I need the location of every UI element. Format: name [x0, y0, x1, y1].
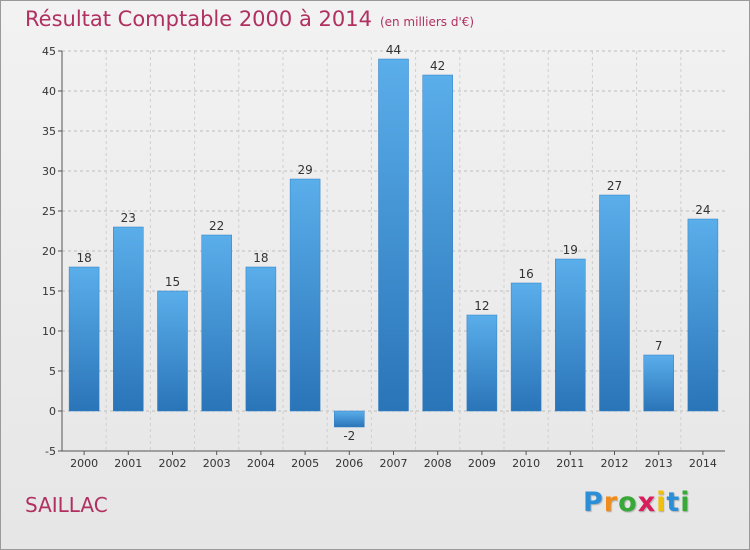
- x-tick-label-2010: 2010: [512, 457, 540, 470]
- chart-title-text: Résultat Comptable 2000 à 2014: [25, 7, 372, 31]
- bar-2001: [113, 226, 144, 412]
- logo-letter: o: [618, 487, 638, 518]
- logo-letter: r: [603, 487, 619, 518]
- data-label-2008: 42: [430, 59, 445, 73]
- bar-2005: [289, 178, 321, 412]
- y-tick-label: -5: [45, 445, 56, 458]
- y-tick-label: 5: [49, 365, 56, 378]
- data-label-2007: 44: [386, 43, 401, 57]
- bar-2010: [510, 282, 542, 412]
- data-label-2010: 16: [518, 267, 533, 281]
- y-tick-label: 30: [42, 165, 56, 178]
- x-tick-label-2005: 2005: [291, 457, 319, 470]
- bar-2012: [599, 194, 630, 412]
- x-tick-label-2009: 2009: [468, 457, 496, 470]
- x-tick-label-2008: 2008: [424, 457, 452, 470]
- x-tick-label-2013: 2013: [645, 457, 673, 470]
- data-label-2013: 7: [655, 339, 663, 353]
- data-label-2002: 15: [165, 275, 180, 289]
- commune-name: SAILLAC: [25, 493, 108, 517]
- y-tick-label: 40: [42, 85, 56, 98]
- bar-2014: [687, 218, 719, 412]
- chart-title: Résultat Comptable 2000 à 2014 (en millie…: [25, 7, 474, 31]
- logo-letter: P: [583, 487, 604, 518]
- data-label-2003: 22: [209, 219, 224, 233]
- bar-2011: [555, 258, 586, 412]
- x-tick-label-2004: 2004: [247, 457, 275, 470]
- logo-letter: t: [666, 487, 681, 518]
- x-tick-label-2011: 2011: [556, 457, 584, 470]
- data-label-2006: -2: [343, 429, 355, 443]
- proxiti-logo: Proxiti: [583, 487, 691, 518]
- bar-2013: [643, 354, 674, 412]
- y-tick-label: 20: [42, 245, 56, 258]
- chart-subtitle: (en milliers d'€): [379, 15, 475, 29]
- data-label-2012: 27: [607, 179, 622, 193]
- x-tick-label-2001: 2001: [114, 457, 142, 470]
- labels: 18 23 15 22 18 29 -2 44 42 12 16 19 27 7 24: [76, 43, 710, 443]
- data-label-2005: 29: [297, 163, 312, 177]
- bar-2009: [466, 314, 498, 412]
- y-tick-label: 15: [42, 285, 56, 298]
- x-tick-label-2000: 2000: [70, 457, 98, 470]
- x-tick-label-2002: 2002: [159, 457, 187, 470]
- logo-letter: i: [656, 487, 667, 518]
- bar-2003: [201, 234, 232, 412]
- x-tick-label-2014: 2014: [689, 457, 717, 470]
- data-label-2000: 18: [76, 251, 91, 265]
- data-label-2004: 18: [253, 251, 268, 265]
- y-tick-label: 0: [49, 405, 56, 418]
- logo-letter: x: [637, 487, 657, 518]
- bar-2004: [245, 266, 277, 412]
- bar-2007: [378, 58, 409, 412]
- x-tick-label-2003: 2003: [203, 457, 231, 470]
- x-tick-label-2006: 2006: [335, 457, 363, 470]
- y-tick-label: 25: [42, 205, 56, 218]
- y-tick-label: 45: [42, 45, 56, 58]
- bar-2000: [68, 266, 100, 412]
- data-label-2001: 23: [121, 211, 136, 225]
- logo-letter: i: [680, 487, 691, 518]
- data-label-2009: 12: [474, 299, 489, 313]
- bar-2008: [422, 74, 453, 412]
- y-tick-label: 35: [42, 125, 56, 138]
- y-tick-label: 10: [42, 325, 56, 338]
- bar-2006: [334, 410, 365, 428]
- bars: [68, 58, 719, 428]
- bar-2002: [157, 290, 188, 412]
- data-label-2014: 24: [695, 203, 710, 217]
- x-tick-label-2012: 2012: [601, 457, 629, 470]
- data-label-2011: 19: [563, 243, 578, 257]
- axes: -5 0 5 10 15 20 25 30 35 40 45 2000 2001 2002 2003 2004…: [42, 45, 725, 470]
- x-tick-label-2007: 2007: [380, 457, 408, 470]
